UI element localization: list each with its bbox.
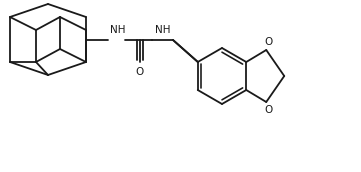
Text: O: O xyxy=(136,67,144,77)
Text: O: O xyxy=(264,105,272,115)
Text: NH: NH xyxy=(155,25,170,35)
Text: NH: NH xyxy=(110,25,126,35)
Text: O: O xyxy=(264,37,272,47)
